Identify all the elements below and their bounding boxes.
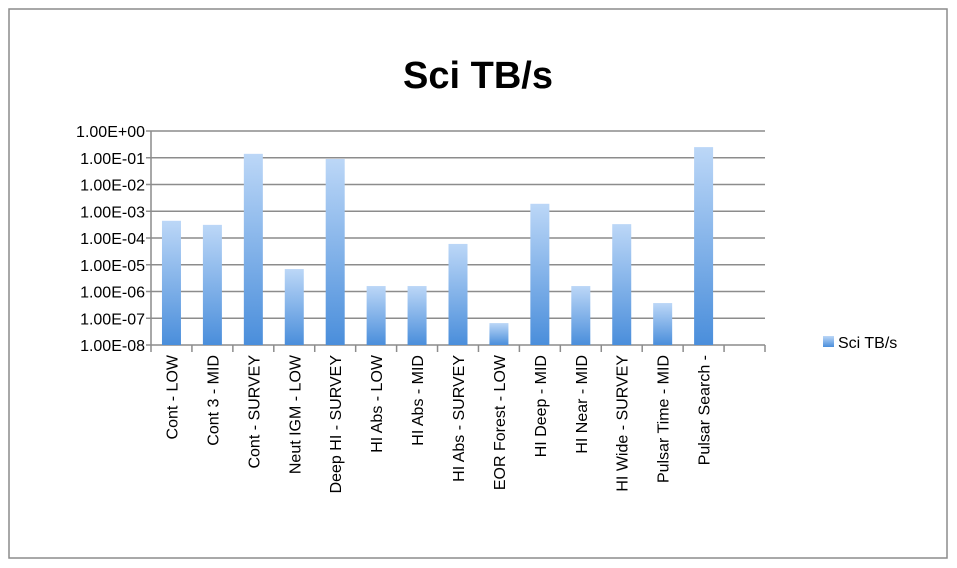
x-tick-label: HI Near - MID bbox=[574, 355, 591, 454]
y-tick-label: 1.00E-02 bbox=[80, 178, 145, 195]
bar bbox=[530, 203, 550, 345]
bar bbox=[161, 220, 181, 345]
x-tick-label: HI Abs - LOW bbox=[369, 354, 386, 453]
y-tick-label: 1.00E-07 bbox=[80, 311, 145, 328]
x-tick-label: Pulsar Search - bbox=[697, 355, 714, 465]
y-tick-label: 1.00E-05 bbox=[80, 258, 145, 275]
x-tick-label: HI Wide - SURVEY bbox=[615, 355, 632, 492]
bar bbox=[448, 243, 468, 345]
chart-title: Sci TB/s bbox=[403, 55, 553, 97]
x-tick-label: HI Abs - SURVEY bbox=[451, 355, 468, 482]
bar bbox=[694, 147, 714, 345]
bar bbox=[325, 158, 345, 345]
legend-swatch bbox=[823, 336, 834, 347]
bar bbox=[243, 153, 263, 345]
x-tick-label: EOR Forest - LOW bbox=[492, 354, 509, 490]
bar bbox=[571, 286, 591, 345]
bar bbox=[489, 323, 509, 345]
bar bbox=[202, 224, 222, 345]
bar bbox=[653, 303, 673, 345]
legend-label: Sci TB/s bbox=[838, 335, 897, 352]
x-tick-label: HI Deep - MID bbox=[533, 355, 550, 457]
x-tick-label: HI Abs - MID bbox=[410, 355, 427, 446]
y-tick-label: 1.00E-06 bbox=[80, 285, 145, 302]
bar bbox=[612, 224, 632, 345]
bar bbox=[284, 269, 304, 345]
x-tick-label: Neut IGM - LOW bbox=[287, 354, 304, 474]
x-tick-label: Cont - LOW bbox=[164, 354, 181, 439]
y-tick-label: 1.00E-04 bbox=[80, 231, 145, 248]
x-tick-label: Pulsar Time - MID bbox=[656, 355, 673, 483]
y-tick-label: 1.00E+00 bbox=[76, 124, 145, 141]
x-tick-label: Deep HI - SURVEY bbox=[328, 355, 345, 494]
x-tick-label: Cont 3 - MID bbox=[205, 355, 222, 446]
bar bbox=[366, 286, 386, 345]
x-tick-label: Cont - SURVEY bbox=[246, 355, 263, 469]
bar bbox=[407, 286, 427, 345]
y-tick-label: 1.00E-08 bbox=[80, 338, 145, 355]
y-tick-label: 1.00E-01 bbox=[80, 151, 145, 168]
y-tick-label: 1.00E-03 bbox=[80, 204, 145, 221]
